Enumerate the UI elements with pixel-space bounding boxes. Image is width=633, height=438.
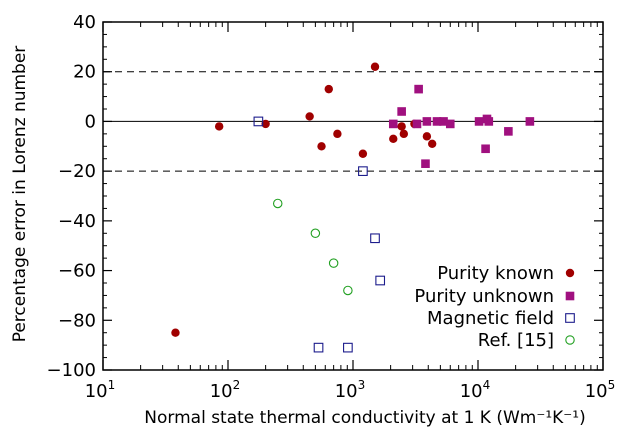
data-point: [343, 342, 353, 353]
legend-label: Purity known: [437, 263, 554, 284]
series-1: [388, 84, 535, 168]
legend-marker: [565, 268, 575, 278]
data-point: [504, 127, 513, 136]
legend-marker: [565, 291, 575, 301]
data-point: [422, 117, 432, 126]
data-point: [399, 129, 409, 139]
series-3: [272, 198, 353, 296]
data-point: [422, 132, 432, 141]
y-axis-title: Percentage error in Lorenz number: [10, 46, 30, 343]
data-point: [343, 285, 353, 296]
y-tick-label: 40: [73, 12, 96, 33]
data-point: [432, 117, 442, 126]
y-tick-label: −20: [58, 161, 96, 182]
data-point: [370, 62, 380, 71]
data-point: [358, 149, 368, 158]
y-tick-label: −80: [58, 310, 96, 331]
data-point: [313, 342, 324, 353]
data-point: [397, 122, 406, 131]
data-point: [324, 84, 333, 94]
data-point: [445, 119, 455, 129]
data-point: [484, 117, 494, 126]
legend-marker: [565, 335, 575, 345]
data-point: [474, 117, 484, 126]
data-point: [333, 129, 342, 139]
data-points: [171, 62, 535, 353]
y-tick-label: 0: [85, 111, 96, 132]
data-point: [375, 275, 386, 286]
y-tick-label: −60: [58, 261, 96, 282]
data-point: [328, 258, 339, 268]
data-point: [214, 122, 224, 131]
x-tick-label: 105: [585, 378, 616, 402]
legend-label: Ref. [15]: [478, 330, 554, 351]
series-0: [171, 62, 437, 337]
y-tick-label: −100: [47, 360, 96, 381]
data-point: [414, 84, 423, 94]
data-point: [389, 134, 398, 144]
data-point: [358, 166, 368, 176]
data-point: [317, 142, 326, 151]
data-point: [253, 116, 264, 127]
data-point: [397, 107, 406, 116]
x-tick-label: 103: [335, 378, 366, 402]
x-axis-title: Normal state thermal conductivity at 1 K…: [144, 408, 585, 428]
reference-lines: [103, 71, 603, 172]
data-point: [412, 119, 422, 129]
series-2: [253, 116, 386, 353]
x-tick-label: 102: [210, 378, 241, 402]
data-point: [310, 228, 321, 239]
x-tick-label: 101: [85, 378, 116, 402]
legend-marker: [565, 313, 575, 323]
data-point: [370, 233, 380, 244]
data-point: [481, 144, 490, 154]
data-point: [305, 112, 314, 121]
y-tick-label: 20: [73, 62, 96, 83]
legend-label: Purity unknown: [414, 286, 554, 307]
data-point: [427, 139, 437, 148]
x-tick-label: 104: [460, 378, 491, 402]
data-point: [525, 117, 535, 126]
data-point: [388, 119, 398, 129]
data-point: [171, 328, 180, 337]
legend-label: Magnetic field: [427, 308, 554, 329]
y-tick-label: −40: [58, 211, 96, 232]
data-point: [261, 119, 270, 129]
data-point: [421, 159, 430, 168]
data-point: [439, 117, 448, 126]
data-point: [272, 198, 283, 209]
